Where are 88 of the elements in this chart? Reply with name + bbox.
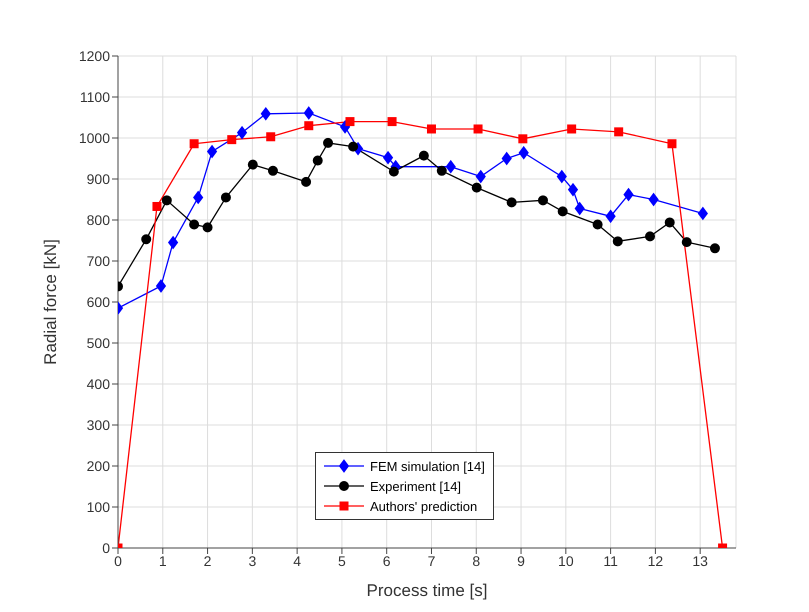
point (268, 166, 278, 176)
point (667, 139, 676, 148)
point (426, 124, 436, 134)
point (556, 170, 567, 184)
x-tick-label: 4 (293, 552, 302, 569)
point (698, 206, 708, 220)
point (614, 127, 624, 136)
x-tick-label: 8 (472, 552, 480, 569)
point (207, 145, 218, 158)
point (446, 160, 456, 174)
point (301, 176, 312, 187)
point (266, 132, 276, 142)
y-tick-label: 600 (86, 294, 110, 310)
y-tick-label: 1100 (80, 88, 110, 105)
point (538, 195, 548, 206)
x-tick-label: 9 (517, 552, 526, 569)
point (323, 138, 334, 148)
y-tick-label: 400 (86, 376, 110, 392)
legend-label: FEM simulation [14] (370, 458, 485, 474)
x-tick-label: 13 (692, 552, 708, 569)
x-tick-label: 0 (114, 552, 122, 569)
point (476, 170, 486, 184)
point (383, 151, 394, 164)
point (260, 107, 271, 120)
x-tick-label: 3 (248, 552, 256, 569)
point (304, 121, 314, 130)
point (162, 195, 172, 206)
legend-label: Authors' prediction (370, 498, 478, 514)
point (388, 117, 397, 126)
y-tick-label: 0 (102, 540, 110, 556)
point (345, 117, 354, 126)
y-tick-label: 900 (86, 170, 110, 187)
point (168, 236, 178, 250)
point (645, 231, 656, 242)
point (648, 193, 659, 206)
point (518, 146, 529, 160)
point (220, 192, 231, 202)
point (606, 210, 616, 223)
point (193, 190, 204, 204)
point (710, 243, 720, 254)
point (152, 202, 162, 211)
y-tick-label: 300 (86, 416, 110, 433)
point (624, 188, 634, 202)
x-tick-label: 7 (428, 552, 436, 569)
legend-label: Experiment [14] (370, 478, 462, 494)
y-tick-label: 800 (86, 212, 110, 228)
point (436, 166, 447, 176)
point (568, 183, 578, 196)
x-axis-title: Process time [s] (366, 581, 488, 600)
point (664, 217, 675, 228)
point (190, 139, 199, 148)
y-tick-label: 100 (86, 498, 110, 515)
point (474, 124, 483, 134)
point (574, 202, 585, 216)
point (518, 134, 528, 144)
point (612, 236, 623, 246)
x-tick-label: 5 (338, 552, 346, 569)
point (502, 152, 512, 165)
point (227, 135, 236, 144)
point (567, 124, 576, 134)
point (388, 166, 399, 177)
point (418, 150, 429, 161)
point (506, 197, 517, 208)
y-tick-label: 1200 (78, 48, 110, 64)
x-tick-label: 11 (603, 552, 618, 569)
x-tick-label: 1 (158, 552, 167, 569)
y-tick-label: 700 (86, 252, 110, 269)
point (248, 160, 258, 170)
point (304, 106, 314, 120)
point (156, 280, 166, 293)
y-tick-label: 500 (86, 334, 110, 351)
y-tick-label: 200 (86, 458, 110, 474)
point (592, 220, 603, 230)
point (312, 156, 323, 166)
point (237, 126, 248, 140)
point (348, 142, 358, 152)
point (472, 182, 482, 193)
point (202, 222, 213, 232)
y-axis-title: Radial force [kN] (41, 239, 60, 365)
point (558, 206, 568, 216)
x-tick-label: 2 (204, 552, 212, 569)
x-tick-label: 10 (558, 552, 574, 569)
point (141, 234, 152, 244)
point (189, 220, 200, 230)
y-tick-label: 1000 (78, 130, 110, 146)
x-tick-label: 6 (382, 552, 391, 569)
point (682, 237, 692, 248)
x-tick-label: 12 (648, 552, 664, 569)
